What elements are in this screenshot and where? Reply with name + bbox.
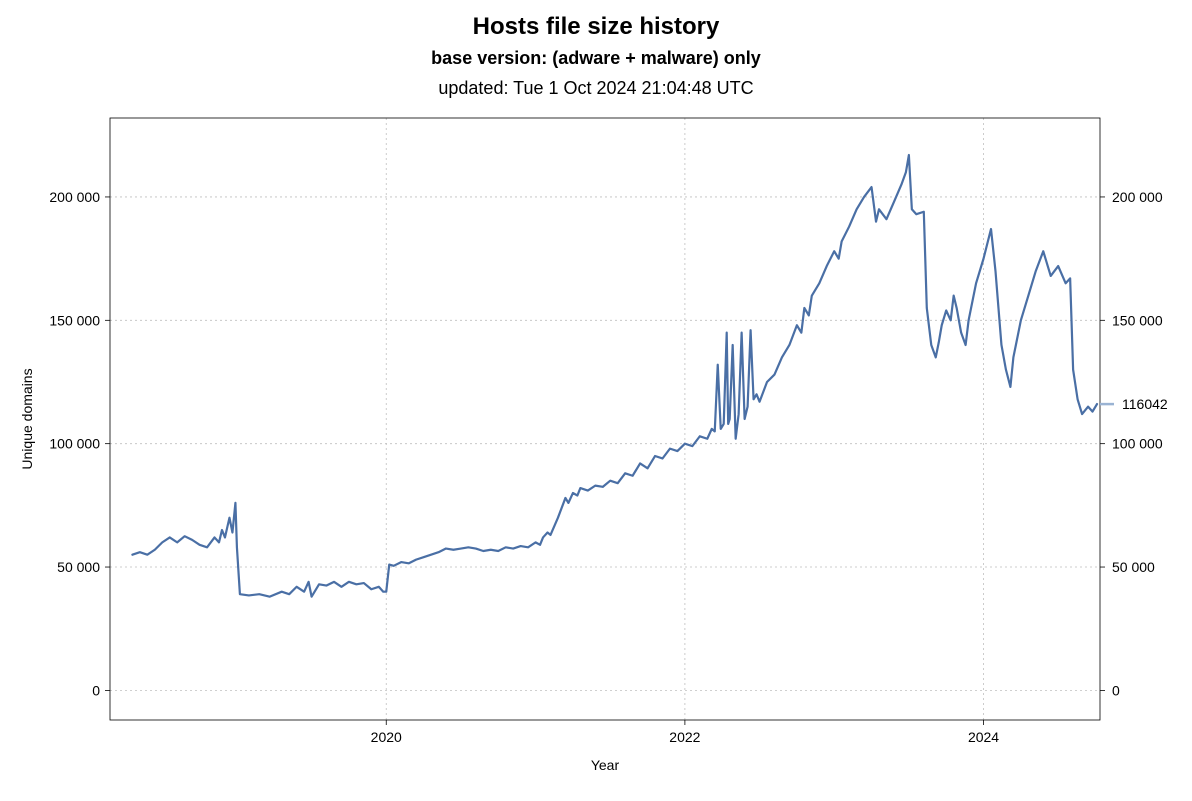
callout-label: 116042 [1122, 396, 1168, 412]
y-tick-label-right: 200 000 [1112, 189, 1163, 205]
data-line [132, 155, 1097, 597]
y-tick-label-right: 100 000 [1112, 436, 1163, 452]
y-tick-label-left: 100 000 [49, 436, 100, 452]
x-tick-label: 2020 [371, 729, 402, 745]
y-tick-label-left: 50 000 [57, 559, 100, 575]
plot-frame [110, 118, 1100, 720]
x-tick-label: 2022 [669, 729, 700, 745]
y-tick-label-right: 150 000 [1112, 312, 1163, 328]
y-tick-label-left: 200 000 [49, 189, 100, 205]
x-axis-label: Year [591, 757, 620, 773]
y-tick-label-left: 0 [92, 682, 100, 698]
chart-svg: Hosts file size history base version: (ad… [0, 0, 1192, 801]
y-tick-label-right: 0 [1112, 682, 1120, 698]
y-axis-label: Unique domains [19, 368, 35, 469]
y-tick-label-right: 50 000 [1112, 559, 1155, 575]
chart-updated: updated: Tue 1 Oct 2024 21:04:48 UTC [438, 78, 753, 98]
chart-subtitle: base version: (adware + malware) only [431, 48, 761, 68]
x-tick-label: 2024 [968, 729, 999, 745]
chart-title: Hosts file size history [473, 13, 720, 40]
chart-container: Hosts file size history base version: (ad… [0, 0, 1192, 801]
y-tick-label-left: 150 000 [49, 312, 100, 328]
